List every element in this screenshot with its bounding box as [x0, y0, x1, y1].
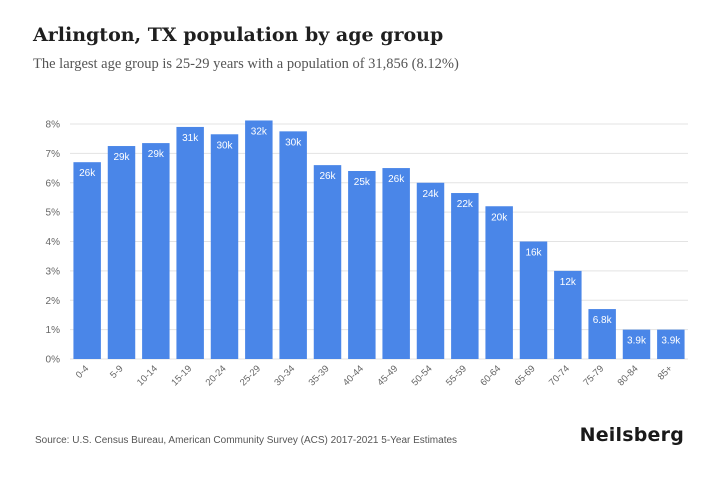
bar-30-34 — [279, 131, 307, 359]
x-tick-label: 85+ — [656, 363, 675, 382]
x-tick-label: 70-74 — [547, 363, 572, 388]
bar-value-label: 26k — [79, 168, 96, 179]
bar-value-label: 31k — [182, 133, 199, 144]
bar-10-14 — [142, 143, 170, 359]
x-tick-label: 10-14 — [135, 363, 160, 388]
bar-65-69 — [519, 241, 548, 359]
chart-subtitle: The largest age group is 25-29 years wit… — [33, 56, 459, 72]
bar-35-39 — [313, 165, 342, 359]
chart-title: Arlington, TX population by age group — [33, 24, 444, 46]
x-tick-label: 35-39 — [307, 363, 332, 388]
bar-value-label: 12k — [560, 277, 577, 288]
x-tick-label: 80-84 — [616, 363, 641, 388]
bar-25-29 — [245, 120, 273, 359]
source-note: Source: U.S. Census Bureau, American Com… — [35, 435, 458, 446]
bar-40-44 — [348, 171, 376, 359]
bar-20-24 — [210, 134, 239, 359]
bar-50-54 — [416, 182, 445, 359]
x-tick-label: 5-9 — [108, 363, 125, 380]
y-tick-label: 3% — [46, 266, 61, 277]
bar-value-label: 6.8k — [593, 315, 613, 326]
y-tick-label: 0% — [46, 355, 61, 366]
bar-45-49 — [382, 168, 410, 359]
y-tick-label: 7% — [46, 149, 61, 160]
bar-value-label: 30k — [216, 140, 233, 151]
y-tick-label: 2% — [46, 296, 61, 307]
x-tick-label: 65-69 — [513, 363, 538, 388]
x-tick-label: 75-79 — [581, 363, 606, 388]
x-tick-label: 45-49 — [375, 363, 400, 388]
bar-55-59 — [451, 193, 479, 359]
x-tick-label: 15-19 — [169, 363, 194, 388]
bar-value-label: 26k — [388, 174, 405, 185]
bar-value-label: 32k — [251, 126, 268, 137]
bar-value-label: 29k — [148, 149, 165, 160]
bar-80-84 — [622, 329, 651, 359]
bar-value-label: 16k — [525, 248, 542, 259]
y-tick-label: 5% — [46, 208, 61, 219]
x-tick-label: 25-29 — [238, 363, 263, 388]
bar-value-label: 22k — [457, 199, 474, 210]
x-tick-label: 40-44 — [341, 363, 366, 388]
brand-logo: Neilsberg — [579, 424, 684, 446]
y-tick-label: 1% — [46, 325, 61, 336]
bar-75-79 — [588, 309, 616, 359]
x-axis-ticks: 0-4 5-9 10-14 15-19 20-24 25-29 30-34 35-39 40-4… — [74, 363, 675, 388]
x-tick-label: 55-59 — [444, 363, 469, 388]
x-tick-label: 60-64 — [478, 363, 503, 388]
bar-15-19 — [176, 126, 204, 359]
bar-70-74 — [554, 270, 582, 359]
bar-85+ — [657, 329, 685, 359]
x-tick-label: 20-24 — [204, 363, 229, 388]
bar-value-label: 3.9k — [661, 336, 681, 347]
y-axis-ticks: 0% 1% 2% 3% 4% 5% 6% 7% 8% — [46, 120, 61, 366]
bar-value-label: 30k — [285, 137, 302, 148]
x-tick-label: 30-34 — [272, 363, 297, 388]
bar-data-labels: 26k 29k 29k 31k 30k 32k 30k 26k 25k 26k 24k 22k 20k 1… — [79, 126, 681, 346]
gridlines — [70, 123, 688, 360]
bar-value-label: 20k — [491, 212, 508, 223]
bar-value-label: 25k — [354, 177, 371, 188]
bar-60-64 — [485, 206, 513, 359]
bar-5-9 — [107, 146, 136, 359]
y-tick-label: 4% — [46, 237, 61, 248]
bar-0-4 — [73, 162, 101, 359]
y-tick-label: 6% — [46, 178, 61, 189]
bars — [73, 120, 685, 359]
bar-value-label: 29k — [113, 152, 130, 163]
y-tick-label: 8% — [46, 120, 61, 131]
bar-value-label: 3.9k — [627, 336, 647, 347]
bar-value-label: 24k — [422, 189, 439, 200]
x-tick-label: 50-54 — [410, 363, 435, 388]
x-tick-label: 0-4 — [74, 363, 91, 380]
bar-value-label: 26k — [319, 171, 336, 182]
